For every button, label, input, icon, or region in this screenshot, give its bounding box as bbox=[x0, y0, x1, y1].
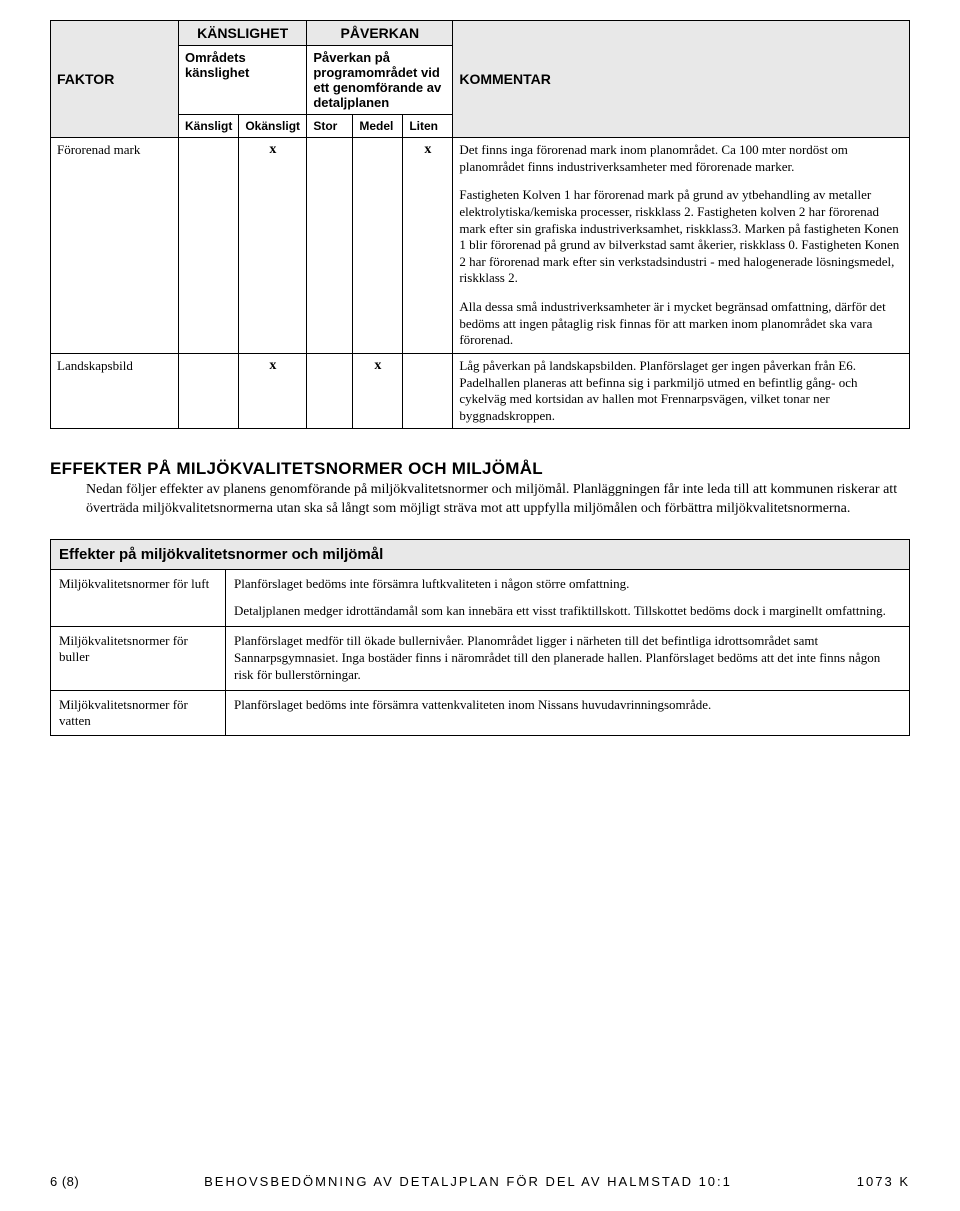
row-label: Förorenad mark bbox=[51, 138, 179, 354]
text-paragraph: Planförslaget bedöms inte försämra vatte… bbox=[234, 697, 901, 714]
section-title: EFFEKTER PÅ MILJÖKVALITETSNORMER OCH MIL… bbox=[50, 459, 910, 479]
comment-paragraph: Alla dessa små industriverksamheter är i… bbox=[459, 299, 903, 349]
cell-stor bbox=[307, 138, 353, 354]
table-row: Landskapsbild x x Låg påverkan på landsk… bbox=[51, 353, 910, 429]
cell-okansligt: x bbox=[239, 353, 307, 429]
table-row: Miljökvalitetsnormer för luft Planförsla… bbox=[51, 570, 910, 627]
text-paragraph: Planförslaget bedöms inte försämra luftk… bbox=[234, 576, 901, 593]
hdr-faktor: FAKTOR bbox=[51, 21, 179, 138]
comment-paragraph: Fastigheten Kolven 1 har förorenad mark … bbox=[459, 187, 903, 287]
row-label: Landskapsbild bbox=[51, 353, 179, 429]
t2-text: Planförslaget bedöms inte försämra vatte… bbox=[226, 690, 910, 735]
hdr-kanslighet: KÄNSLIGHET bbox=[179, 21, 307, 46]
cell-kansligt bbox=[179, 353, 239, 429]
text-paragraph: Detaljplanen medger idrottändamål som ka… bbox=[234, 603, 901, 620]
cell-medel bbox=[353, 138, 403, 354]
cell-okansligt: x bbox=[239, 138, 307, 354]
t2-title: Effekter på miljökvalitetsnormer och mil… bbox=[51, 540, 910, 570]
page-footer: 6 (8) BEHOVSBEDÖMNING AV DETALJPLAN FÖR … bbox=[50, 1174, 910, 1189]
cell-kansligt bbox=[179, 138, 239, 354]
cell-liten: x bbox=[403, 138, 453, 354]
cell-comment: Det finns inga förorenad mark inom plano… bbox=[453, 138, 910, 354]
table-row: Miljökvalitetsnormer för buller Planförs… bbox=[51, 626, 910, 690]
section-intro: Nedan följer effekter av planens genomfö… bbox=[86, 481, 910, 519]
text-paragraph: Planförslaget medför till ökade bullerni… bbox=[234, 633, 901, 684]
subhdr-stor: Stor bbox=[307, 115, 353, 138]
cell-medel: x bbox=[353, 353, 403, 429]
subhdr-medel: Medel bbox=[353, 115, 403, 138]
effects-table: Effekter på miljökvalitetsnormer och mil… bbox=[50, 539, 910, 735]
hdr-kommentar: KOMMENTAR bbox=[453, 21, 910, 138]
subhdr-okansligt: Okänsligt bbox=[239, 115, 307, 138]
t2-label: Miljökvalitetsnormer för buller bbox=[51, 626, 226, 690]
footer-page: 6 (8) bbox=[50, 1174, 79, 1189]
footer-ref: 1073 K bbox=[857, 1174, 910, 1189]
t2-text: Planförslaget medför till ökade bullerni… bbox=[226, 626, 910, 690]
table-row: Miljökvalitetsnormer för vatten Planförs… bbox=[51, 690, 910, 735]
cell-comment: Låg påverkan på landskapsbilden. Planför… bbox=[453, 353, 910, 429]
table-row: Förorenad mark x x Det finns inga förore… bbox=[51, 138, 910, 354]
comment-paragraph: Låg påverkan på landskapsbilden. Planför… bbox=[459, 358, 903, 425]
footer-doc: BEHOVSBEDÖMNING AV DETALJPLAN FÖR DEL AV… bbox=[204, 1174, 732, 1189]
subhdr-paverkan-desc: Påverkan på programområdet vid ett genom… bbox=[307, 46, 453, 115]
t2-text: Planförslaget bedöms inte försämra luftk… bbox=[226, 570, 910, 627]
subhdr-liten: Liten bbox=[403, 115, 453, 138]
comment-paragraph: Det finns inga förorenad mark inom plano… bbox=[459, 142, 903, 175]
cell-stor bbox=[307, 353, 353, 429]
subhdr-kansligt: Känsligt bbox=[179, 115, 239, 138]
assessment-table: FAKTOR KÄNSLIGHET PÅVERKAN KOMMENTAR Omr… bbox=[50, 20, 910, 429]
cell-liten bbox=[403, 353, 453, 429]
t2-label: Miljökvalitetsnormer för vatten bbox=[51, 690, 226, 735]
hdr-paverkan: PÅVERKAN bbox=[307, 21, 453, 46]
t2-label: Miljökvalitetsnormer för luft bbox=[51, 570, 226, 627]
subhdr-omradets: Områdets känslighet bbox=[179, 46, 307, 115]
